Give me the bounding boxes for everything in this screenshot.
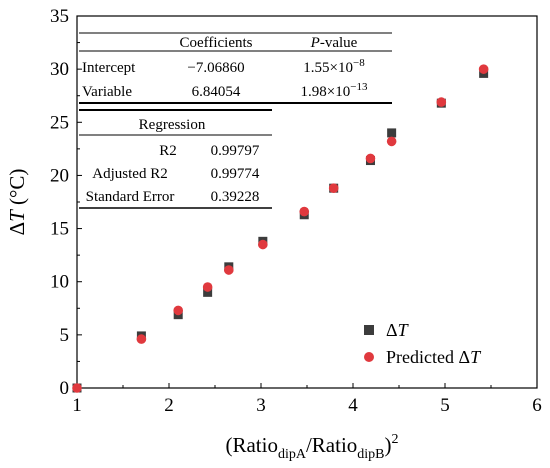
coef-value: 6.84054 xyxy=(192,84,241,100)
measured-point xyxy=(203,287,213,297)
legend-label-measured: ΔT xyxy=(386,320,410,340)
predicted-point xyxy=(136,334,147,344)
predicted-point xyxy=(258,239,268,250)
predicted-point xyxy=(386,136,397,147)
predicted-point xyxy=(72,383,82,393)
axis-tick-labels: 1 2 3 4 5 6 0 5 10 15 20 25 30 35 xyxy=(50,6,542,416)
predicted-point xyxy=(202,282,213,292)
y-tick-label: 5 xyxy=(60,325,70,346)
stat-value: 0.39228 xyxy=(211,189,260,205)
y-tick-label: 35 xyxy=(50,6,69,27)
row-label: Variable xyxy=(82,84,132,100)
regression-title: Regression xyxy=(139,117,206,133)
measured-point xyxy=(387,128,397,138)
x-tick-label: 4 xyxy=(348,395,358,416)
y-tick-label: 25 xyxy=(50,112,69,133)
regression-table: Regression R2 0.99797 Adjusted R2 0.9977… xyxy=(79,109,272,209)
x-tick-label: 1 xyxy=(72,395,82,416)
legend: ΔT Predicted ΔT xyxy=(364,320,482,367)
predicted-point xyxy=(299,206,310,217)
pvalue-header: P-value xyxy=(310,35,358,51)
pvalue-value: 1.98×10−13 xyxy=(301,81,368,100)
x-tick-label: 3 xyxy=(256,395,266,416)
pvalue-value: 1.55×10−8 xyxy=(303,57,365,76)
y-tick-label: 30 xyxy=(50,59,69,80)
predicted-point xyxy=(328,183,339,193)
row-label: Standard Error xyxy=(86,189,175,205)
y-tick-label: 15 xyxy=(50,219,69,240)
row-label: R2 xyxy=(159,143,177,159)
predicted-point xyxy=(365,153,376,164)
row-label: Adjusted R2 xyxy=(92,166,167,182)
coef-value: −7.06860 xyxy=(187,60,244,76)
legend-marker-measured xyxy=(364,325,374,335)
x-tick-label: 2 xyxy=(164,395,174,416)
coefficients-table: Coefficients P-value Intercept −7.06860 … xyxy=(79,32,392,104)
y-tick-label: 10 xyxy=(50,272,69,293)
predicted-point xyxy=(436,97,447,107)
x-tick-label: 6 xyxy=(532,395,542,416)
stat-value: 0.99797 xyxy=(211,143,260,159)
y-axis-title: ΔT (°C) xyxy=(5,169,29,236)
legend-marker-predicted xyxy=(364,352,374,362)
predicted-point xyxy=(173,305,183,316)
data-points xyxy=(72,64,489,393)
y-tick-label: 0 xyxy=(60,378,70,399)
stat-value: 0.99774 xyxy=(211,166,260,182)
row-label: Intercept xyxy=(82,60,136,76)
predicted-point xyxy=(478,64,489,74)
predicted-point xyxy=(224,265,234,275)
y-tick-label: 20 xyxy=(50,165,69,186)
x-axis-title: (RatiodipA/RatiodipB)2 xyxy=(225,432,398,462)
coef-header: Coefficients xyxy=(179,35,252,51)
x-tick-label: 5 xyxy=(440,395,450,416)
legend-label-predicted: Predicted ΔT xyxy=(386,347,482,367)
